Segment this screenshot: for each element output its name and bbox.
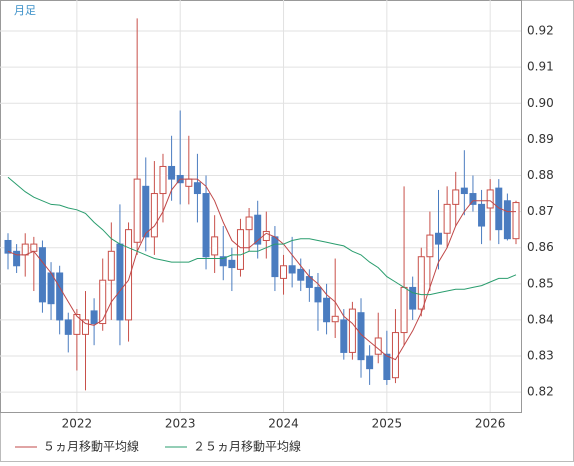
- candle-body: [107, 250, 115, 281]
- candle-body: [348, 308, 356, 353]
- y-tick-label: 0.84: [527, 312, 554, 326]
- y-tick-label: 0.83: [527, 349, 554, 363]
- plot-area: [0, 0, 522, 413]
- candle-body: [435, 232, 443, 245]
- candle-body: [81, 319, 89, 335]
- candle-body: [391, 332, 399, 379]
- period-label: 月足: [14, 4, 36, 17]
- candle-body: [469, 193, 477, 205]
- candle-body: [271, 236, 279, 278]
- candle-body: [280, 265, 288, 279]
- candle-body: [400, 286, 408, 334]
- candle-body: [64, 319, 72, 335]
- candle-body: [219, 256, 227, 267]
- candle-body: [90, 310, 98, 325]
- candle-body: [443, 203, 451, 234]
- candle-body: [142, 185, 150, 238]
- candle-body: [366, 355, 374, 370]
- candle-body: [21, 243, 29, 256]
- candle-body: [331, 315, 339, 323]
- x-tick-label: 2024: [268, 417, 299, 431]
- candle-body: [116, 243, 124, 321]
- candle-body: [297, 268, 305, 281]
- candle-body: [323, 297, 331, 323]
- candle-body: [168, 165, 176, 180]
- candle-body: [314, 286, 322, 303]
- y-tick-label: 0.87: [527, 204, 554, 218]
- x-tick-label: 2025: [372, 417, 403, 431]
- candle-body: [245, 216, 253, 231]
- candle-body: [73, 314, 81, 335]
- candle-body: [133, 178, 141, 243]
- candle-body: [38, 247, 46, 303]
- y-tick-label: 0.88: [527, 168, 554, 182]
- candle-body: [254, 214, 262, 245]
- candle-body: [417, 256, 425, 310]
- x-tick-label: 2023: [165, 417, 196, 431]
- legend-label: ５ヵ月移動平均線: [43, 439, 139, 454]
- candle-body: [202, 193, 210, 258]
- x-tick-label: 2022: [62, 417, 93, 431]
- candle-body: [47, 272, 55, 305]
- candle-body: [150, 193, 158, 238]
- candle-body: [340, 319, 348, 353]
- moving-average-line: [7, 176, 517, 296]
- candle-body: [452, 189, 460, 205]
- candle-body: [236, 229, 244, 270]
- candle-body: [193, 182, 201, 195]
- candle-body: [99, 279, 107, 325]
- legend-label: ２５ヵ月移動平均線: [193, 439, 301, 454]
- candle-body: [159, 165, 167, 195]
- candle-body: [409, 286, 417, 310]
- x-tick-label: 2026: [475, 417, 506, 431]
- candle-body: [357, 312, 365, 361]
- y-tick-label: 0.86: [527, 240, 554, 254]
- candle-body: [374, 337, 382, 355]
- candle-body: [478, 203, 486, 227]
- y-tick-label: 0.90: [527, 96, 554, 110]
- y-tick-label: 0.92: [527, 24, 554, 38]
- moving-average-line: [7, 178, 516, 361]
- candle-body: [56, 272, 64, 321]
- y-tick-label: 0.85: [527, 276, 554, 290]
- y-tick-label: 0.89: [527, 132, 554, 146]
- candle-body: [13, 250, 21, 267]
- candle-body: [460, 187, 468, 195]
- y-tick-label: 0.91: [527, 60, 554, 74]
- candle-body: [486, 189, 494, 209]
- y-tick-label: 0.82: [527, 385, 554, 399]
- candle-body: [503, 200, 511, 240]
- candle-body: [185, 178, 193, 187]
- candle-body: [228, 259, 236, 269]
- candle-body: [383, 353, 391, 381]
- candle-body: [512, 202, 520, 240]
- candle-body: [125, 229, 133, 321]
- candle-body: [288, 265, 296, 274]
- candle-body: [426, 234, 434, 258]
- candle-body: [211, 236, 219, 256]
- candle-body: [4, 239, 12, 254]
- candle-body: [30, 243, 38, 252]
